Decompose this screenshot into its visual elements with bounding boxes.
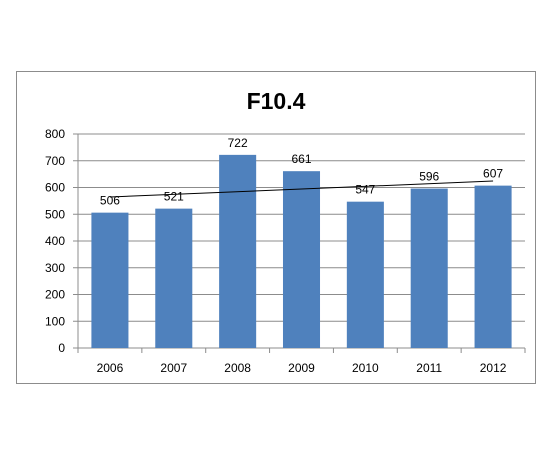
x-tick-label: 2006 xyxy=(97,361,124,375)
x-tick-label: 2012 xyxy=(480,361,507,375)
data-label: 661 xyxy=(291,152,311,166)
y-tick-label: 500 xyxy=(45,207,65,221)
data-labels: 506 521 722 661 547 596 607 xyxy=(100,136,503,208)
x-tick-label: 2008 xyxy=(224,361,251,375)
y-tick-label: 200 xyxy=(45,288,65,302)
x-tick-label: 2010 xyxy=(352,361,379,375)
x-tick-label: 2007 xyxy=(160,361,187,375)
y-tick-label: 100 xyxy=(45,314,65,328)
trendline xyxy=(109,180,494,198)
data-label: 722 xyxy=(228,136,248,150)
bar-2010 xyxy=(346,201,384,348)
y-tick-label: 400 xyxy=(45,234,65,248)
chart-title: F10.4 xyxy=(246,88,306,114)
y-tick-label: 600 xyxy=(45,181,65,195)
y-tick-label: 300 xyxy=(45,261,65,275)
bar-2011 xyxy=(410,188,448,348)
bars xyxy=(91,154,512,348)
data-label: 547 xyxy=(355,183,375,197)
bar-2009 xyxy=(282,171,321,348)
y-tick-label: 800 xyxy=(45,127,65,141)
bar-2008 xyxy=(219,154,257,348)
bar-2007 xyxy=(155,208,193,348)
bar-chart: 0 100 200 300 400 500 600 700 800 2006 2007 2008 200… xyxy=(45,127,526,375)
data-label: 607 xyxy=(483,167,503,181)
x-tick-label: 2011 xyxy=(416,361,442,375)
data-label: 596 xyxy=(419,170,439,184)
data-label: 506 xyxy=(100,194,120,208)
bar-2006 xyxy=(91,212,129,348)
x-tick-label: 2009 xyxy=(288,361,315,375)
trendline-layer xyxy=(109,180,494,198)
chart-frame: F10.4 0 100 200 300 400 500 600 700 800 2006 2007 2… xyxy=(16,71,536,384)
axes: 0 100 200 300 400 500 600 700 800 2006 2007 2008 200… xyxy=(45,127,526,375)
data-label: 521 xyxy=(164,190,184,204)
y-tick-label: 700 xyxy=(45,154,65,168)
y-tick-label: 0 xyxy=(58,341,65,355)
bar-2012 xyxy=(474,185,512,348)
